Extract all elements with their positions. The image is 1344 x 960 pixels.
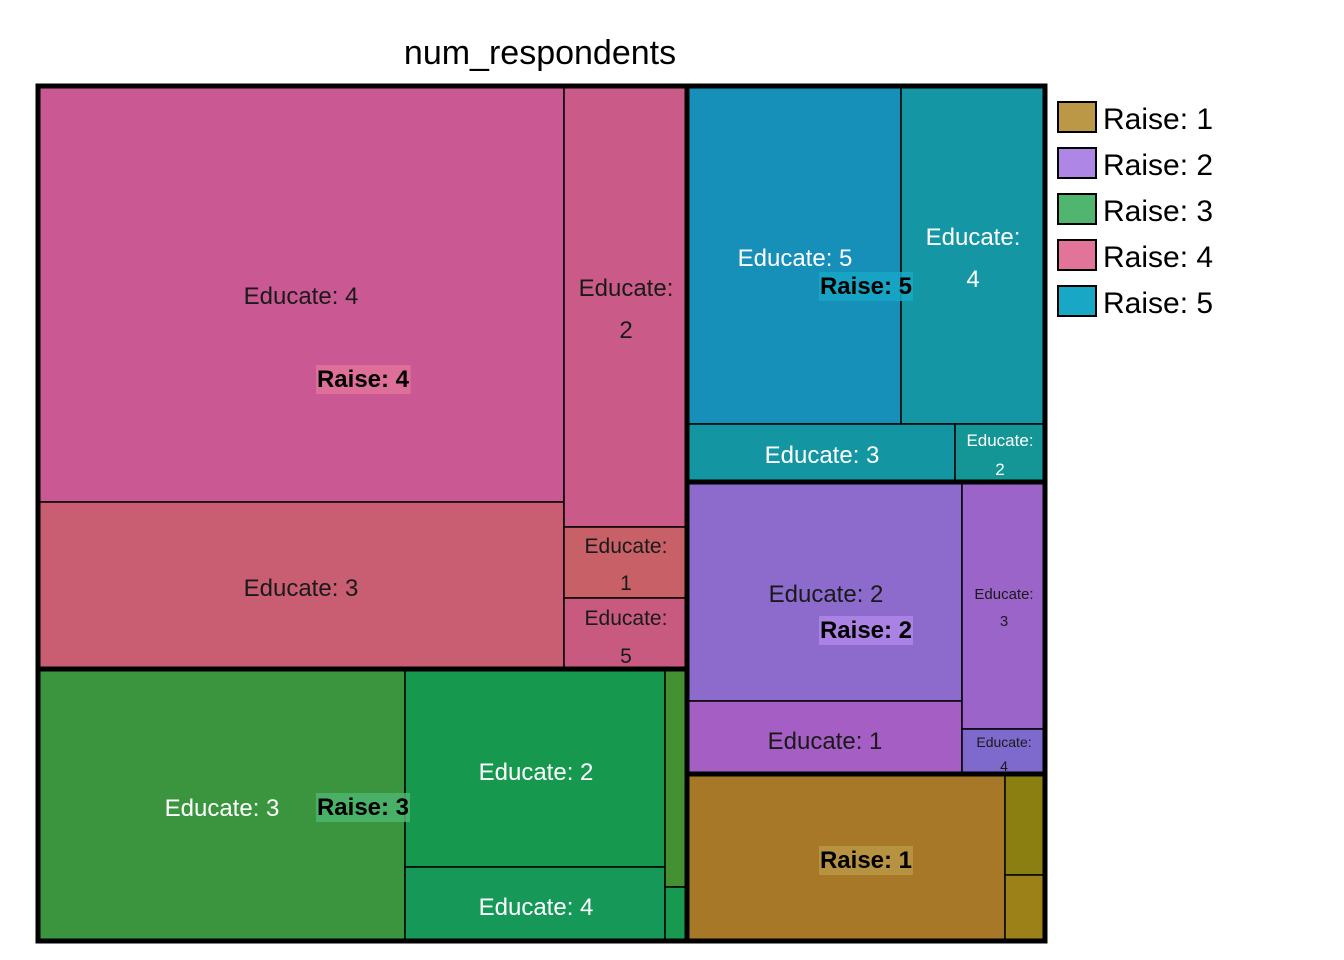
leaf-raise-4-educate-2 <box>563 85 688 528</box>
leaf-raise-5-educate-4-label-line-1: Educate: <box>926 224 1021 251</box>
group-label-raise-5: Raise: 5 <box>820 273 912 300</box>
leaf-raise-2-educate-2-label: Educate: 2 <box>769 581 884 608</box>
leaf-raise-5-educate-4 <box>900 85 1046 425</box>
leaf-raise-4-educate-4-label: Educate: 4 <box>244 283 359 310</box>
legend-label-raise-1: Raise: 1 <box>1103 103 1213 136</box>
group-label-raise-2: Raise: 2 <box>820 617 912 644</box>
leaf-raise-3-unlabeled-5 <box>664 886 688 942</box>
leaf-raise-4-educate-3-label: Educate: 3 <box>244 575 359 602</box>
legend-swatch-raise-5 <box>1057 285 1097 317</box>
leaf-raise-4-educate-2-label-line-1: Educate: <box>579 275 674 302</box>
leaf-raise-2-educate-1-label: Educate: 1 <box>768 728 883 755</box>
leaf-raise-4-educate-1-label-line-1: Educate: <box>585 535 668 558</box>
group-label-bg-raise-4 <box>315 365 411 394</box>
group-label-raise-1: Raise: 1 <box>820 847 912 874</box>
leaf-raise-4-educate-5-label-line-1: Educate: <box>585 607 668 630</box>
leaf-raise-5-educate-2 <box>954 423 1046 483</box>
leaf-raise-3-educate-4-label: Educate: 4 <box>479 894 594 921</box>
legend-swatch-raise-3 <box>1057 193 1097 225</box>
leaf-raise-5-educate-3-label: Educate: 3 <box>765 442 880 469</box>
leaf-raise-1-unlabeled-3 <box>1004 874 1046 942</box>
legend-swatch-raise-4 <box>1057 239 1097 271</box>
group-label-bg-raise-1 <box>818 846 914 875</box>
legend-label-raise-2: Raise: 2 <box>1103 149 1213 182</box>
leaf-raise-1-unlabeled-2 <box>1004 773 1046 876</box>
leaf-raise-4-educate-4 <box>37 85 565 503</box>
leaf-raise-5-educate-5 <box>686 85 902 425</box>
treemap-outer-border <box>35 83 1048 944</box>
leaf-raise-5-educate-5-label: Educate: 5 <box>738 245 853 272</box>
legend-swatch-raise-1 <box>1057 101 1097 133</box>
leaf-raise-5-educate-4-label-line-2: 4 <box>966 266 979 293</box>
leaf-raise-3-unlabeled-4 <box>664 668 688 888</box>
leaf-raise-4-educate-2-label-line-2: 2 <box>619 317 632 344</box>
treemap-leaves: Educate: 4 Educate: 3 Educate: 2 Educate: 1 Ed… <box>37 85 1046 942</box>
leaf-raise-4-educate-1-label-line-2: 1 <box>620 572 632 595</box>
group-label-raise-3: Raise: 3 <box>317 794 409 821</box>
chart-title: num_respondents <box>404 34 676 72</box>
leaf-raise-2-educate-3-label-line-1: Educate: <box>974 586 1033 603</box>
leaf-raise-4-educate-3 <box>37 501 565 670</box>
leaf-raise-3-educate-2-label: Educate: 2 <box>479 759 594 786</box>
leaf-raise-2-educate-4-label-line-2: 4 <box>1000 758 1008 774</box>
leaf-raise-5-educate-2-label-line-1: Educate: <box>966 431 1033 450</box>
leaf-raise-3-educate-3-label: Educate: 3 <box>165 795 280 822</box>
leaf-raise-4-educate-5-label-line-2: 5 <box>620 645 632 668</box>
leaf-raise-2-educate-3 <box>961 481 1046 730</box>
leaf-raise-5-educate-2-label-line-2: 2 <box>995 460 1004 479</box>
treemap-group-labels: Raise: 4 Raise: 3 Raise: 5 Raise: 2 Raise: 1 <box>315 272 914 875</box>
group-label-bg-raise-5 <box>818 272 914 301</box>
leaf-raise-4-educate-1 <box>563 526 688 599</box>
legend-label-raise-4: Raise: 4 <box>1103 241 1213 274</box>
group-label-bg-raise-3 <box>315 793 411 822</box>
legend-swatch-raise-2 <box>1057 147 1097 179</box>
leaf-raise-2-educate-1 <box>686 700 963 775</box>
legend-label-raise-3: Raise: 3 <box>1103 195 1213 228</box>
group-label-raise-4: Raise: 4 <box>317 366 410 393</box>
group-label-bg-raise-2 <box>818 616 914 645</box>
legend: Raise: 1 Raise: 2 Raise: 3 Raise: 4 Raise: 5 <box>1057 101 1213 320</box>
leaf-raise-2-educate-4-label-line-1: Educate: <box>976 734 1031 750</box>
leaf-raise-2-educate-3-label-line-2: 3 <box>1000 613 1008 630</box>
legend-label-raise-5: Raise: 5 <box>1103 287 1213 320</box>
leaf-raise-3-educate-2 <box>404 668 666 868</box>
